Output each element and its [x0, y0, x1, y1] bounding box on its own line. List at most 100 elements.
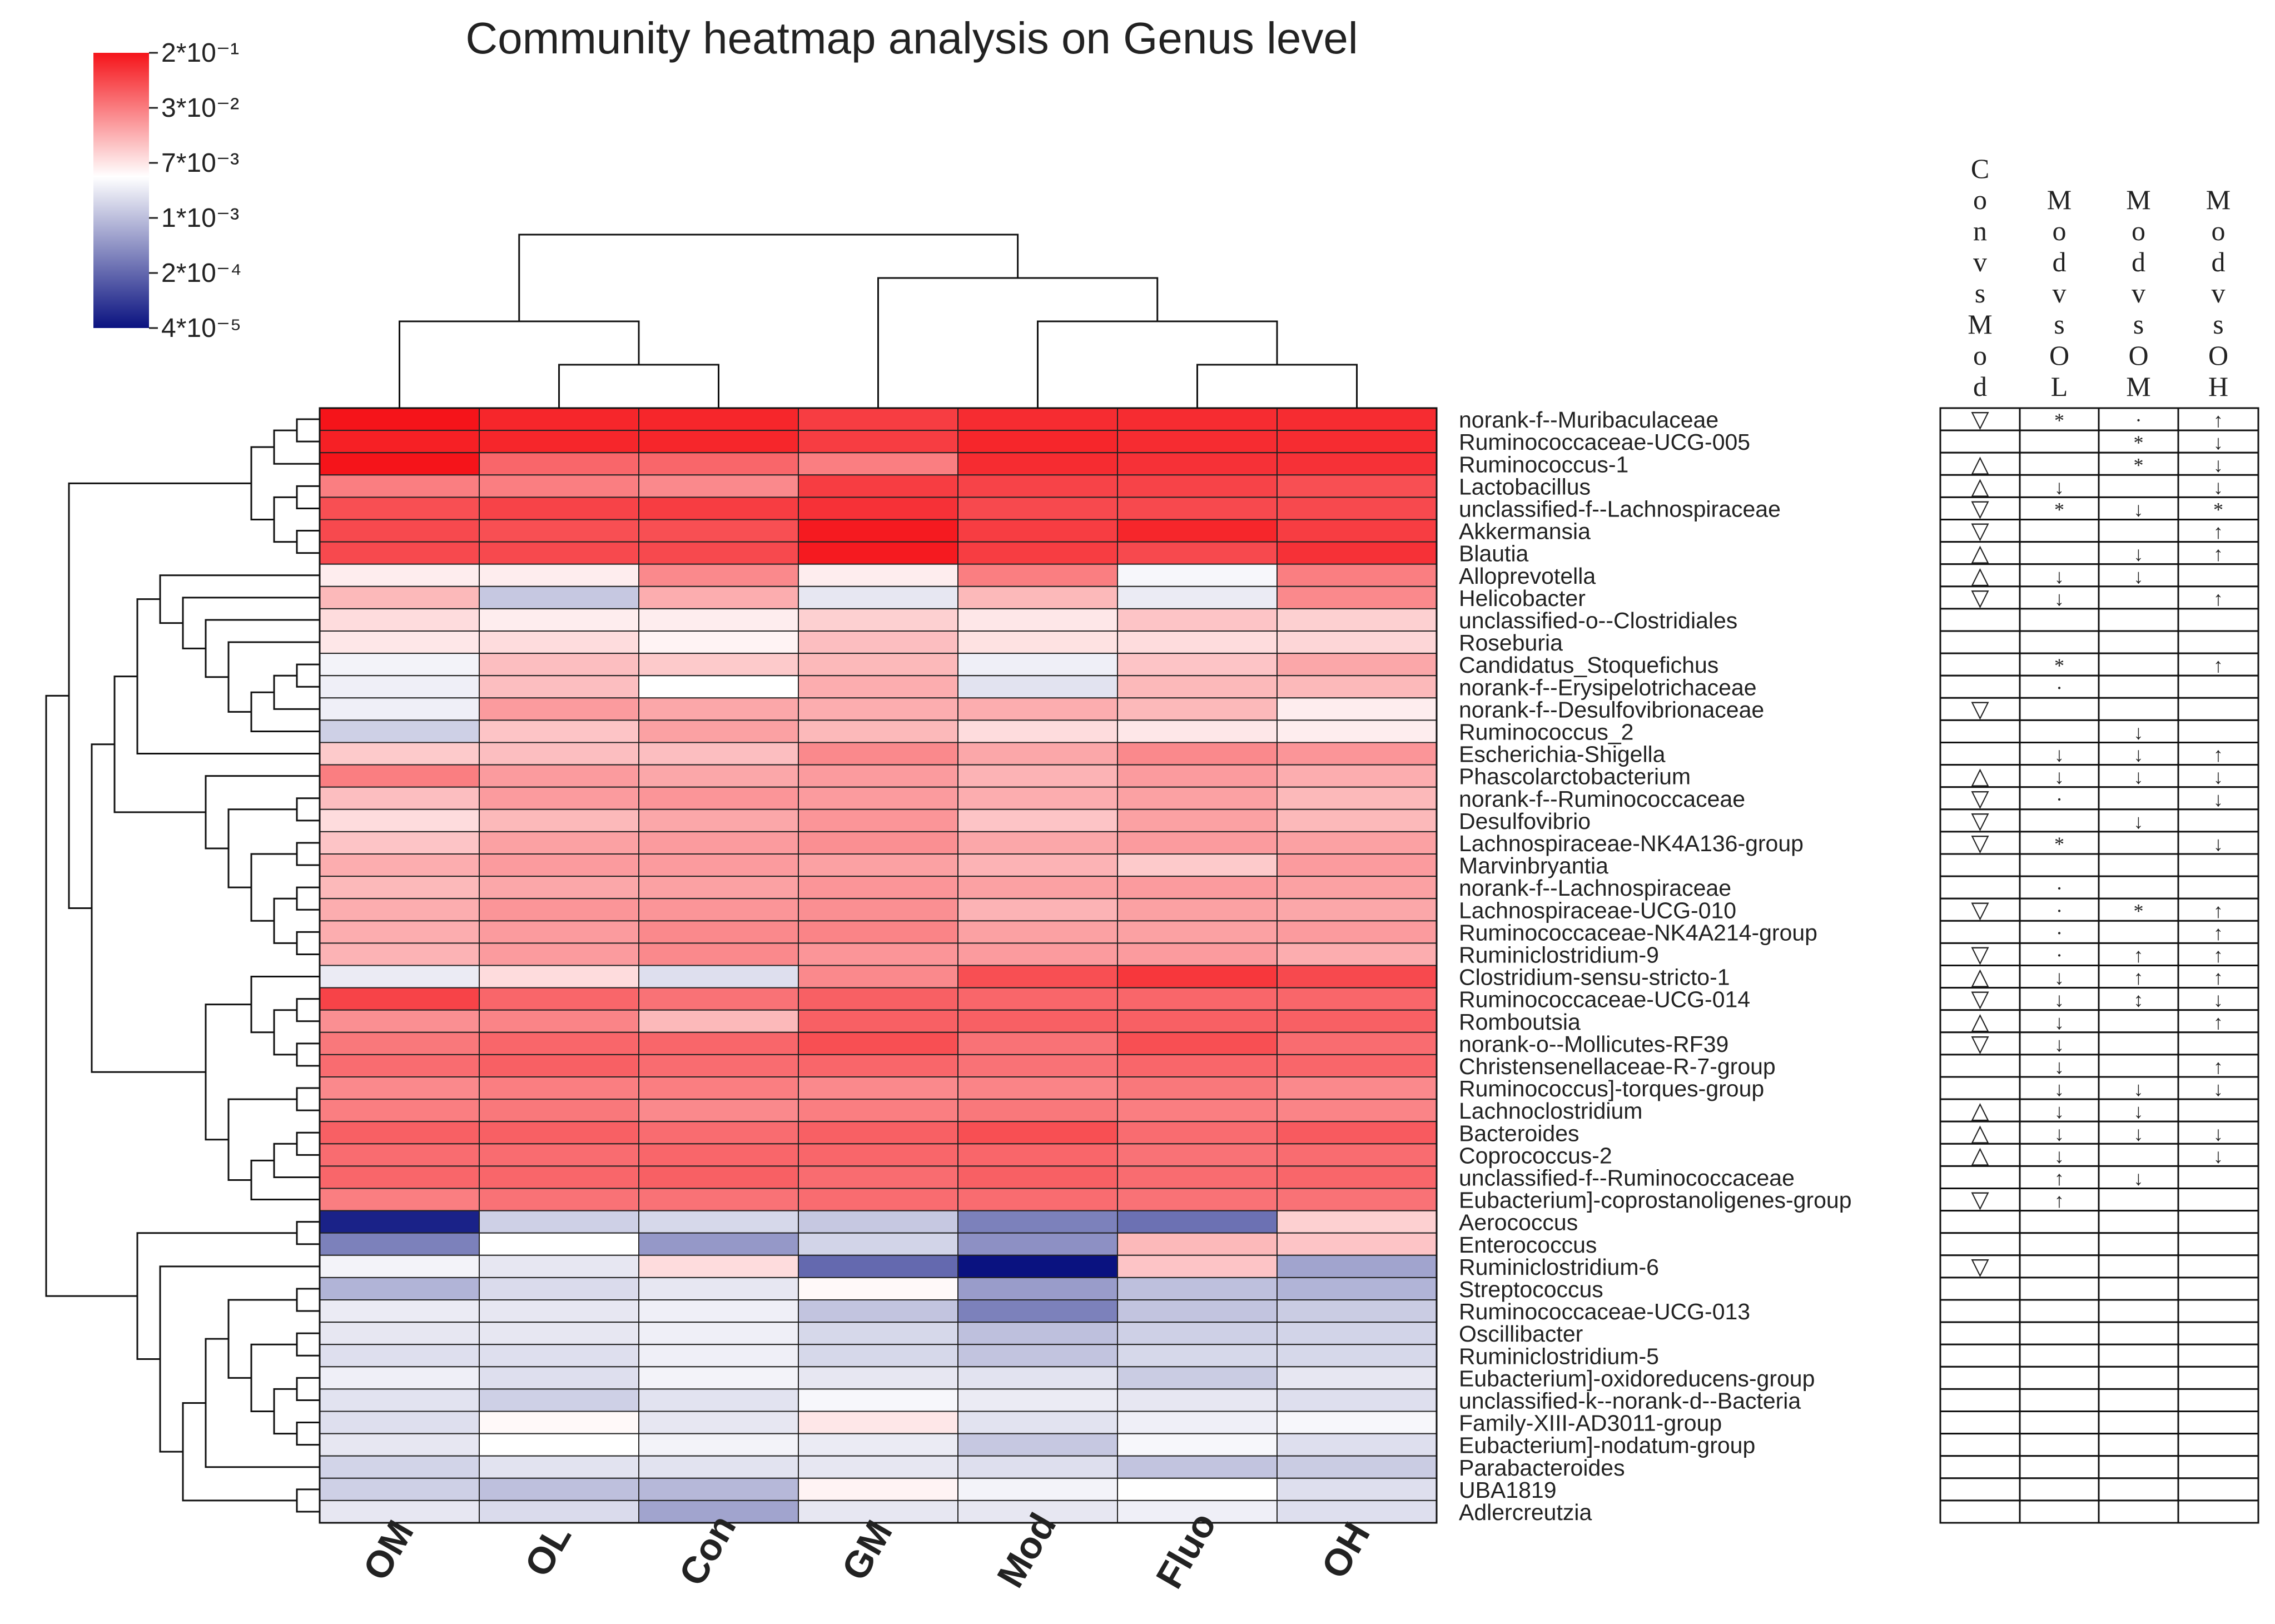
table-header-char: d: [2132, 246, 2145, 277]
heatmap-cell: [319, 987, 480, 1011]
table-cell: [2177, 1411, 2259, 1435]
table-cell: [2098, 1388, 2179, 1412]
row-label-clostridium-sensu-stricto-1: Clostridium-sensu-stricto-1: [1459, 965, 1730, 990]
heatmap-cell: [1276, 541, 1437, 565]
heatmap-cell: [319, 1009, 480, 1033]
table-cell: [1939, 1076, 2021, 1100]
heatmap-cell: [1117, 742, 1278, 766]
row-label-helicobacter: Helicobacter: [1459, 585, 1586, 611]
heatmap-cell: [1117, 608, 1278, 632]
table-cell: [2177, 697, 2259, 721]
table-cell: [2177, 474, 2259, 498]
heatmap-cell: [479, 942, 639, 966]
dendrogram-branch: [205, 775, 320, 850]
row-label-lactobacillus: Lactobacillus: [1459, 474, 1591, 499]
table-cell: [2098, 1433, 2179, 1457]
row-label-candidatus-stoquefichus: Candidatus_Stoquefichus: [1459, 652, 1718, 678]
heatmap-cell: [1117, 1188, 1278, 1211]
dendrogram-branch: [68, 482, 251, 909]
heatmap-cell: [638, 1188, 799, 1211]
heatmap-cell: [1276, 1009, 1437, 1033]
heatmap-cell: [638, 987, 799, 1011]
table-cell: [2177, 1165, 2259, 1189]
heatmap-cell: [1117, 898, 1278, 922]
dendrogram-branch: [273, 897, 297, 944]
heatmap-cell: [479, 496, 639, 520]
heatmap-cell: [798, 519, 958, 543]
heatmap-cell: [1117, 876, 1278, 900]
table-symbol: ↓: [2134, 766, 2144, 788]
row-label-bacteroides: Bacteroides: [1459, 1120, 1579, 1146]
heatmap-cell: [1276, 1076, 1437, 1100]
heatmap-cell: [319, 1277, 480, 1300]
table-cell: [2019, 1388, 2100, 1412]
table-symbol: ·: [2056, 944, 2063, 966]
table-cell: [2019, 519, 2100, 543]
table-cell: [1939, 630, 2021, 654]
heatmap-cell: [319, 519, 480, 543]
heatmap-cell: [798, 764, 958, 788]
heatmap-cell: [1117, 1009, 1278, 1033]
table-header-char: H: [2208, 371, 2228, 402]
heatmap-cell: [798, 808, 958, 832]
table-cell: [2177, 1321, 2259, 1345]
row-label-ruminococcus-torques-group: Ruminococcus]-torques-group: [1459, 1076, 1764, 1101]
heatmap-cell: [1276, 675, 1437, 699]
heatmap-cell: [1276, 1232, 1437, 1256]
heatmap-cell: [957, 563, 1118, 587]
heatmap-cell: [638, 1322, 799, 1345]
heatmap-cell: [638, 1366, 799, 1390]
heatmap-cell: [319, 742, 480, 766]
table-symbol: ↓: [2054, 1011, 2064, 1034]
heatmap-cell: [798, 965, 958, 989]
heatmap-cell: [957, 1188, 1118, 1211]
table-symbol: ↑: [2054, 1167, 2064, 1189]
table-symbol: ↓: [2054, 766, 2064, 788]
heatmap-cell: [1276, 430, 1437, 454]
heatmap-cell: [479, 1388, 639, 1412]
table-symbol: ▽: [1971, 585, 1989, 611]
heatmap-cell: [479, 474, 639, 498]
table-header-char: O: [2049, 340, 2069, 371]
table-symbol: ↓: [2213, 431, 2223, 454]
heatmap-cell: [1276, 719, 1437, 743]
table-cell: [2098, 519, 2179, 543]
heatmap-cell: [1276, 496, 1437, 520]
colorbar-label: 7*10⁻³: [161, 148, 239, 178]
heatmap-cell: [957, 408, 1118, 431]
heatmap-cell: [319, 1210, 480, 1234]
table-cell: [2098, 1076, 2179, 1100]
table-cell: [2098, 1499, 2179, 1524]
table-symbol: ↓: [2054, 588, 2064, 610]
table-cell: [2177, 808, 2259, 833]
heatmap-cell: [479, 1455, 639, 1479]
table-header-char: O: [2128, 340, 2148, 371]
table-cell: [2098, 1299, 2179, 1323]
heatmap-cell: [1276, 1031, 1437, 1055]
heatmap-cell: [638, 1031, 799, 1055]
heatmap-cell: [319, 1411, 480, 1434]
table-cell: [2019, 630, 2100, 654]
table-symbol: *: [2213, 498, 2223, 520]
heatmap-cell: [1276, 1433, 1437, 1457]
table-symbol: ▽: [1971, 897, 1989, 923]
heatmap-cell: [1117, 496, 1278, 520]
heatmap-cell: [319, 1455, 480, 1479]
heatmap-cell: [319, 1188, 480, 1211]
row-label-parabacteroides: Parabacteroides: [1459, 1455, 1625, 1481]
heatmap-cell: [1117, 1299, 1278, 1323]
heatmap-cell: [638, 920, 799, 944]
heatmap-cell: [638, 653, 799, 677]
heatmap-cell: [638, 496, 799, 520]
heatmap-cell: [638, 1143, 799, 1167]
heatmap-cell: [638, 1433, 799, 1457]
heatmap-cell: [1276, 1210, 1437, 1234]
heatmap-cell: [957, 942, 1118, 966]
table-cell: [2177, 965, 2259, 989]
heatmap-cell: [479, 563, 639, 587]
table-cell: [2177, 1232, 2259, 1257]
table-header-char: C: [1971, 153, 1989, 184]
colorbar: 2*10⁻¹ 3*10⁻² 7*10⁻³ 1*10⁻³ 2*10⁻⁴ 4*10⁻⁵: [93, 38, 242, 343]
table-header-char: O: [2208, 340, 2228, 371]
heatmap-cell: [638, 965, 799, 989]
